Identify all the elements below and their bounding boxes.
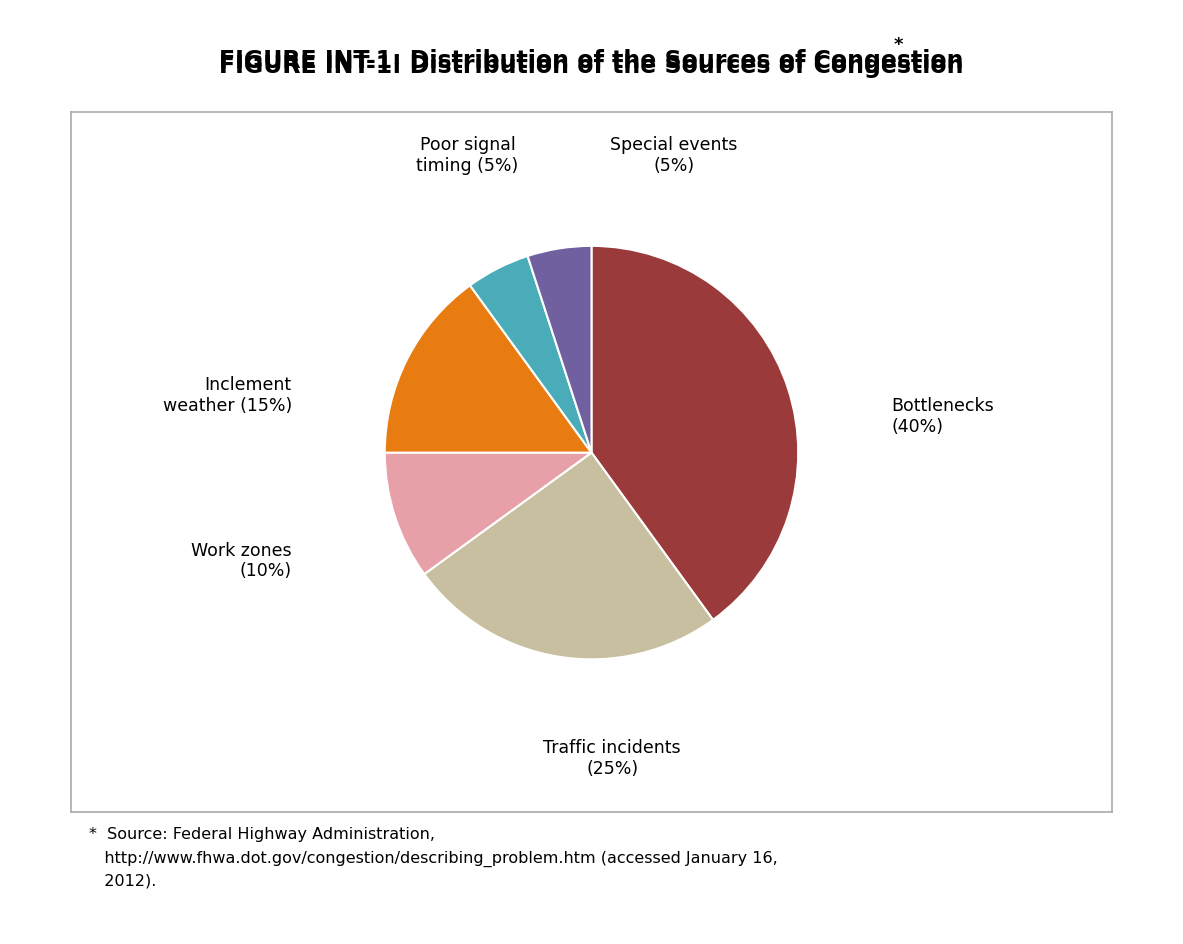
- Text: *: *: [893, 36, 903, 55]
- Text: Special events
(5%): Special events (5%): [610, 136, 738, 175]
- Wedge shape: [384, 286, 592, 453]
- Text: 2012).: 2012).: [89, 872, 156, 887]
- Wedge shape: [425, 453, 713, 660]
- Text: FIGURE INT-1: Distribution of the Sources of Congestion: FIGURE INT-1: Distribution of the Source…: [219, 49, 964, 74]
- Wedge shape: [592, 246, 799, 620]
- Wedge shape: [528, 246, 592, 453]
- Text: FIGURE INT-1: Distribution of the Sources of Congestion: FIGURE INT-1: Distribution of the Source…: [219, 54, 964, 78]
- Wedge shape: [384, 453, 592, 575]
- Wedge shape: [470, 257, 592, 453]
- Text: http://www.fhwa.dot.gov/congestion/describing_problem.htm (accessed January 16,: http://www.fhwa.dot.gov/congestion/descr…: [89, 850, 777, 866]
- Text: Bottlenecks
(40%): Bottlenecks (40%): [891, 396, 994, 435]
- Text: *  Source: Federal Highway Administration,: * Source: Federal Highway Administration…: [89, 826, 434, 841]
- Text: FIGURE INT-1: Distribution of the Sources of Congestion*: FIGURE INT-1: Distribution of the Source…: [213, 54, 970, 78]
- Text: Inclement
weather (15%): Inclement weather (15%): [162, 376, 292, 414]
- Text: Poor signal
timing (5%): Poor signal timing (5%): [416, 136, 518, 175]
- Text: Traffic incidents
(25%): Traffic incidents (25%): [543, 738, 681, 777]
- Text: Work zones
(10%): Work zones (10%): [192, 541, 292, 580]
